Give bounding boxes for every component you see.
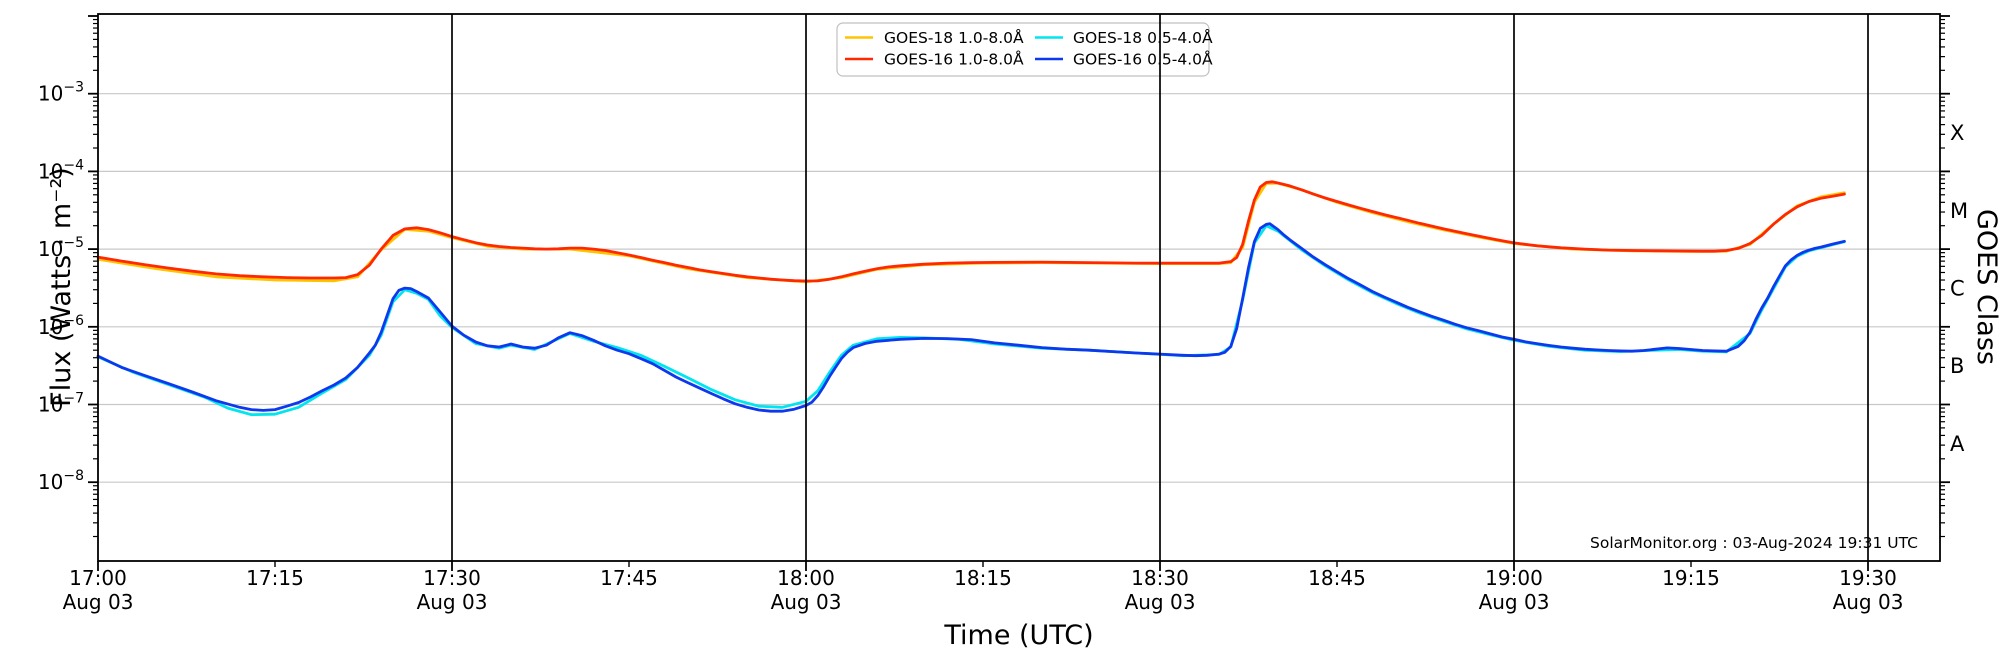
legend-item-goes-16-0-5-4-0: GOES-16 0.5-4.0Å	[1035, 50, 1213, 69]
x-tick-label-time: 17:00	[69, 566, 127, 590]
x-tick-label-date: Aug 03	[771, 590, 842, 614]
x-tick-label-date: Aug 03	[1479, 590, 1550, 614]
x-tick-label-time: 18:15	[954, 566, 1012, 590]
series-goes-18-0-5-4-0	[96, 224, 1846, 417]
x-tick-label-date: Aug 03	[417, 590, 488, 614]
major-time-gridlines	[451, 14, 1869, 561]
legend-label: GOES-16 1.0-8.0Å	[884, 50, 1024, 69]
goes-class-label-m: M	[1950, 199, 1968, 223]
legend-item-goes-16-1-0-8-0: GOES-16 1.0-8.0Å	[845, 50, 1024, 69]
y-tick-label-1e-5: 10−5	[38, 235, 84, 261]
series-goes-18-1-0-8-0	[96, 181, 1846, 284]
goes-class-label-b: B	[1950, 354, 1964, 378]
plot-border	[97, 13, 1941, 562]
series-goes-16-0-5-4-0	[96, 222, 1846, 413]
x-tick-label-date: Aug 03	[63, 590, 134, 614]
y-axis-title: Flux (Watts · m⁻²)	[46, 167, 77, 407]
x-tick-label-date: Aug 03	[1833, 590, 1904, 614]
legend-item-goes-18-1-0-8-0: GOES-18 1.0-8.0Å	[845, 28, 1024, 47]
x-axis-title: Time (UTC)	[943, 620, 1093, 650]
x-tick-label-time: 18:45	[1308, 566, 1366, 590]
y2-axis-title: GOES Class	[1971, 209, 2000, 365]
x-tick-label-time: 17:15	[246, 566, 304, 590]
x-tick-label-time: 18:00	[777, 566, 835, 590]
watermark-text: SolarMonitor.org : 03-Aug-2024 19:31 UTC	[1590, 534, 1918, 552]
x-tick-label-date: Aug 03	[1125, 590, 1196, 614]
legend-box	[836, 22, 1210, 77]
legend-label: GOES-16 0.5-4.0Å	[1073, 50, 1213, 69]
x-tick-label-time: 17:45	[600, 566, 658, 590]
legend-item-goes-18-0-5-4-0: GOES-18 0.5-4.0Å	[1035, 28, 1213, 47]
x-tick-label-time: 18:30	[1131, 566, 1189, 590]
series-goes-16-1-0-8-0	[96, 180, 1846, 283]
legend-label: GOES-18 1.0-8.0Å	[884, 28, 1024, 47]
x-tick-label-time: 17:30	[423, 566, 481, 590]
gridlines	[98, 93, 1940, 483]
series-lines	[96, 180, 1846, 417]
x-tick-label-time: 19:15	[1662, 566, 1720, 590]
legend: GOES-18 1.0-8.0Å GOES-16 1.0-8.0Å GOES-18 …	[836, 22, 1213, 77]
y-tick-label-1e-3: 10−3	[38, 80, 84, 106]
legend-label: GOES-18 0.5-4.0Å	[1073, 28, 1213, 47]
x-tick-label-time: 19:00	[1485, 566, 1543, 590]
x-tick-label-time: 19:30	[1839, 566, 1897, 590]
goes-class-label-c: C	[1950, 276, 1965, 300]
goes-class-label-x: X	[1950, 121, 1964, 145]
y-tick-label-1e-4: 10−4	[38, 157, 84, 183]
y-tick-label-1e-8: 10−8	[38, 468, 84, 494]
goes-class-label-a: A	[1950, 432, 1965, 456]
